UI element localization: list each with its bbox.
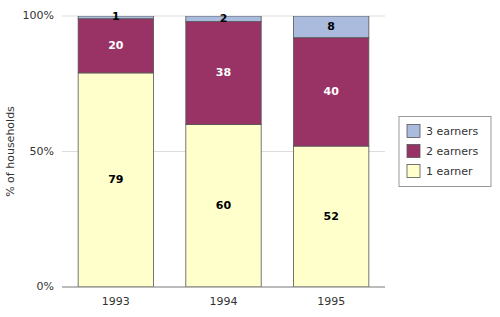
bars xyxy=(78,16,369,287)
data-label: 8 xyxy=(327,20,335,33)
data-label: 1 xyxy=(112,10,120,23)
bar-segment xyxy=(78,19,153,73)
y-axis-label: % of households xyxy=(4,106,17,197)
y-tick-label: 50% xyxy=(30,145,54,158)
chart-svg: 0% 50% 100% 79 60 52 20 38 40 1 2 8 1993 1994 1995 % of… xyxy=(0,0,500,317)
grid xyxy=(62,16,385,287)
bar-segment xyxy=(293,16,368,38)
legend-swatch xyxy=(407,125,420,138)
x-axis-line xyxy=(62,287,385,288)
legend-frame xyxy=(399,117,491,187)
legend-label: 1 earner xyxy=(426,165,473,178)
legend-label: 2 earners xyxy=(426,145,479,158)
data-labels: 79 60 52 20 38 40 1 2 8 xyxy=(108,10,339,222)
chart-container: 0% 50% 100% 79 60 52 20 38 40 1 2 8 1993 1994 1995 % of… xyxy=(0,0,500,317)
bar-segment xyxy=(293,146,368,287)
data-label: 40 xyxy=(324,85,340,98)
grid-line xyxy=(62,287,385,288)
bar-segment xyxy=(186,21,261,124)
legend-label: 3 earners xyxy=(426,125,479,138)
bar-segment xyxy=(186,124,261,287)
data-label: 60 xyxy=(216,199,232,212)
data-label: 38 xyxy=(216,66,231,79)
data-label: 79 xyxy=(108,173,123,186)
y-tick-label: 0% xyxy=(37,280,54,293)
bar-segment xyxy=(78,73,153,287)
legend-swatch xyxy=(407,165,420,178)
data-label: 52 xyxy=(324,210,339,223)
x-tick-label: 1994 xyxy=(210,295,238,308)
x-tick-label: 1993 xyxy=(102,295,130,308)
data-label: 2 xyxy=(220,12,228,25)
legend-swatch xyxy=(407,145,420,158)
bar-segment xyxy=(293,38,368,146)
legend: 3 earners 2 earners 1 earner xyxy=(399,117,491,187)
data-label: 20 xyxy=(108,39,124,52)
x-tick-label: 1995 xyxy=(317,295,345,308)
y-tick-label: 100% xyxy=(23,9,54,22)
